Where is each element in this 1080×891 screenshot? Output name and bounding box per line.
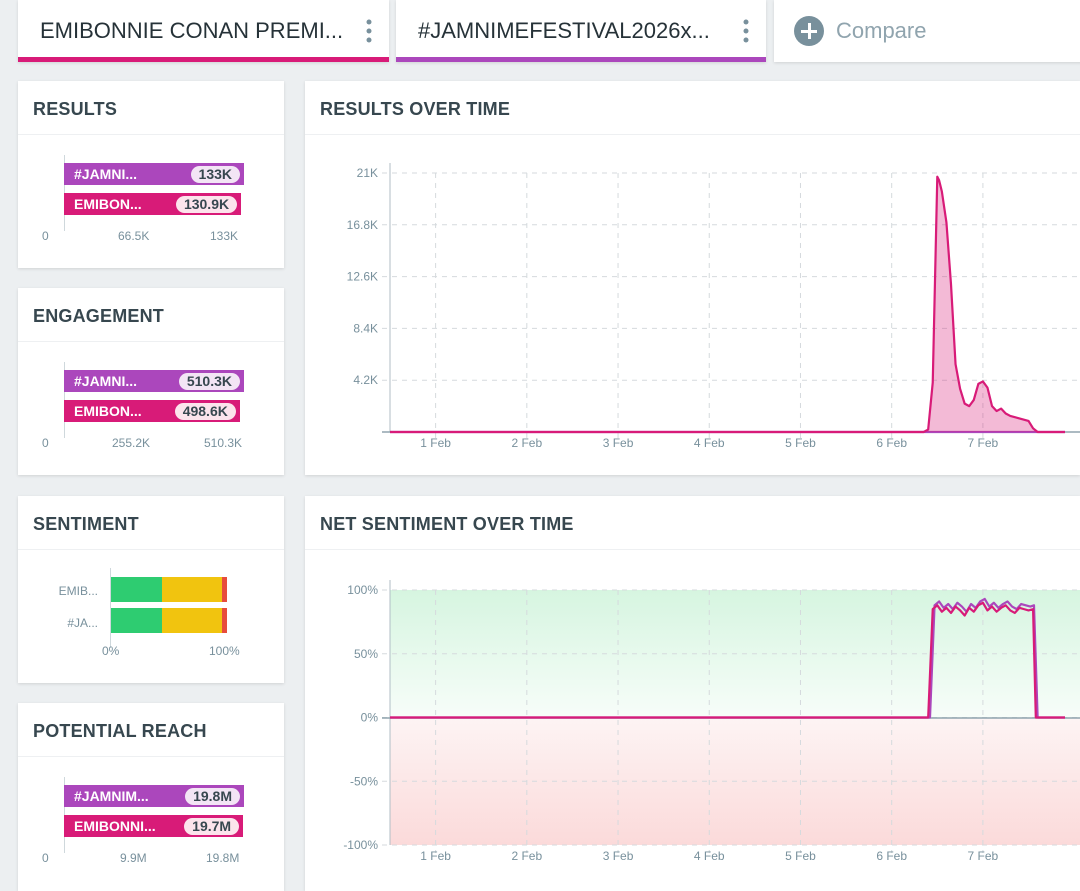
compare-label: Compare <box>836 18 927 43</box>
sentiment-bar-jamnime[interactable] <box>111 608 227 633</box>
x-tick-label: 7 Feb <box>968 849 999 863</box>
bar-label: EMIBON... <box>74 196 142 212</box>
series-line <box>390 601 1065 719</box>
tab-color-bar <box>18 57 389 62</box>
sentiment-negative <box>222 608 227 633</box>
y-tick-label: 16.8K <box>347 218 378 232</box>
bar-value: 133K <box>190 165 240 183</box>
axis-tick: 0 <box>42 229 49 243</box>
engagement-bar-jamnime[interactable]: #JAMNI... 510.3K <box>64 370 244 392</box>
reach-bar-emibonnie[interactable]: EMIBONNI... 19.7M <box>64 815 244 837</box>
chart-title: RESULTS OVER TIME <box>305 81 1080 135</box>
card-title: POTENTIAL REACH <box>18 703 284 757</box>
x-tick-label: 5 Feb <box>785 849 816 863</box>
engagement-card: ENGAGEMENT #JAMNI... 510.3K EMIBON... 49… <box>18 288 284 475</box>
axis-tick: 9.9M <box>120 851 147 865</box>
results-card: RESULTS #JAMNI... 133K EMIBON... 130.9K … <box>18 81 284 268</box>
x-tick-label: 1 Feb <box>420 436 451 450</box>
card-title: ENGAGEMENT <box>18 288 284 342</box>
sentiment-neutral <box>162 577 223 602</box>
y-tick-label: 4.2K <box>353 373 378 387</box>
tab-jamnimefestival[interactable]: #JAMNIMEFESTIVAL2026x... <box>396 0 766 62</box>
x-tick-label: 5 Feb <box>785 436 816 450</box>
bar-value: 498.6K <box>174 402 236 420</box>
x-tick-label: 3 Feb <box>603 436 634 450</box>
bar-value: 19.8M <box>185 787 240 805</box>
bar-label: #JAMNIM... <box>74 788 149 804</box>
results-over-time-chart[interactable]: 4.2K 8.4K 12.6K 16.8K 21K 1 Feb 2 Feb 3 Feb 4 Fe… <box>305 135 1080 475</box>
results-bar-emibonnie[interactable]: EMIBON... 130.9K <box>64 193 242 215</box>
axis-tick: 0% <box>102 644 120 658</box>
tab-label: #JAMNIMEFESTIVAL2026x... <box>418 18 710 43</box>
chart-title: NET SENTIMENT OVER TIME <box>305 496 1080 550</box>
net-sentiment-card: NET SENTIMENT OVER TIME -100% -50% 0% 50% 10… <box>305 496 1080 891</box>
tab-emibonnie[interactable]: EMIBONNIE CONAN PREMI... <box>18 0 389 62</box>
y-tick-label: 100% <box>347 583 378 597</box>
sentiment-bar-emibonnie[interactable] <box>111 577 227 602</box>
sentiment-card: SENTIMENT EMIB... #JA... 0% 100% <box>18 496 284 683</box>
y-tick-label: 21K <box>357 166 378 180</box>
y-tick-label: -50% <box>350 774 378 788</box>
sentiment-negative <box>222 577 227 602</box>
compare-button[interactable]: Compare <box>774 0 1080 62</box>
sentiment-row-label: #JA... <box>67 616 98 630</box>
card-title: SENTIMENT <box>18 496 284 550</box>
series-area <box>390 176 1065 432</box>
axis-tick: 133K <box>210 229 239 243</box>
y-tick-label: 12.6K <box>347 270 378 284</box>
card-title: RESULTS <box>18 81 284 135</box>
x-tick-label: 3 Feb <box>603 849 634 863</box>
tab-label: EMIBONNIE CONAN PREMI... <box>40 18 344 43</box>
sentiment-neutral <box>162 608 223 633</box>
axis-tick: 0 <box>42 436 49 450</box>
axis-tick: 510.3K <box>204 436 243 450</box>
bar-value: 510.3K <box>178 372 240 390</box>
net-sentiment-chart[interactable]: -100% -50% 0% 50% 100% 1 Feb 2 Feb 3 Feb 4 Feb 5 … <box>305 550 1080 891</box>
x-tick-label: 4 Feb <box>694 849 725 863</box>
more-options-icon[interactable] <box>726 11 766 51</box>
axis-tick: 255.2K <box>112 436 151 450</box>
y-tick-label: 0% <box>361 711 379 725</box>
axis-tick: 19.8M <box>206 851 240 865</box>
y-tick-label: 8.4K <box>353 321 378 335</box>
series-line <box>390 597 1065 719</box>
add-circle-icon <box>794 16 824 46</box>
bar-value: 19.7M <box>184 817 240 835</box>
results-over-time-card: RESULTS OVER TIME 4.2K 8.4K 12.6K 16.8K 21K 1… <box>305 81 1080 475</box>
x-tick-label: 7 Feb <box>968 436 999 450</box>
tab-color-bar <box>396 57 766 62</box>
x-tick-label: 1 Feb <box>420 849 451 863</box>
bar-label: #JAMNI... <box>74 166 138 182</box>
x-tick-label: 6 Feb <box>876 849 907 863</box>
results-bar-jamnime[interactable]: #JAMNI... 133K <box>64 163 244 185</box>
axis-tick: 100% <box>209 644 240 658</box>
sentiment-positive <box>111 608 163 633</box>
bar-label: EMIBON... <box>74 403 142 419</box>
more-options-icon[interactable] <box>349 11 389 51</box>
y-tick-label: -100% <box>343 838 378 852</box>
x-tick-label: 2 Feb <box>511 849 542 863</box>
reach-bar-jamnime[interactable]: #JAMNIM... 19.8M <box>64 785 244 807</box>
axis-tick: 0 <box>42 851 49 865</box>
x-tick-label: 2 Feb <box>511 436 542 450</box>
engagement-bar-emibonnie[interactable]: EMIBON... 498.6K <box>64 400 240 422</box>
sentiment-row-label: EMIB... <box>58 584 98 598</box>
bar-label: #JAMNI... <box>74 373 138 389</box>
reach-card: POTENTIAL REACH #JAMNIM... 19.8M EMIBONN… <box>18 703 284 891</box>
y-tick-label: 50% <box>354 647 378 661</box>
bar-label: EMIBONNI... <box>74 818 156 834</box>
series-line <box>390 175 1065 434</box>
x-tick-label: 4 Feb <box>694 436 725 450</box>
sentiment-positive <box>111 577 163 602</box>
x-tick-label: 6 Feb <box>876 436 907 450</box>
axis-line <box>110 568 111 648</box>
axis-tick: 66.5K <box>118 229 150 243</box>
bar-value: 130.9K <box>175 195 238 213</box>
